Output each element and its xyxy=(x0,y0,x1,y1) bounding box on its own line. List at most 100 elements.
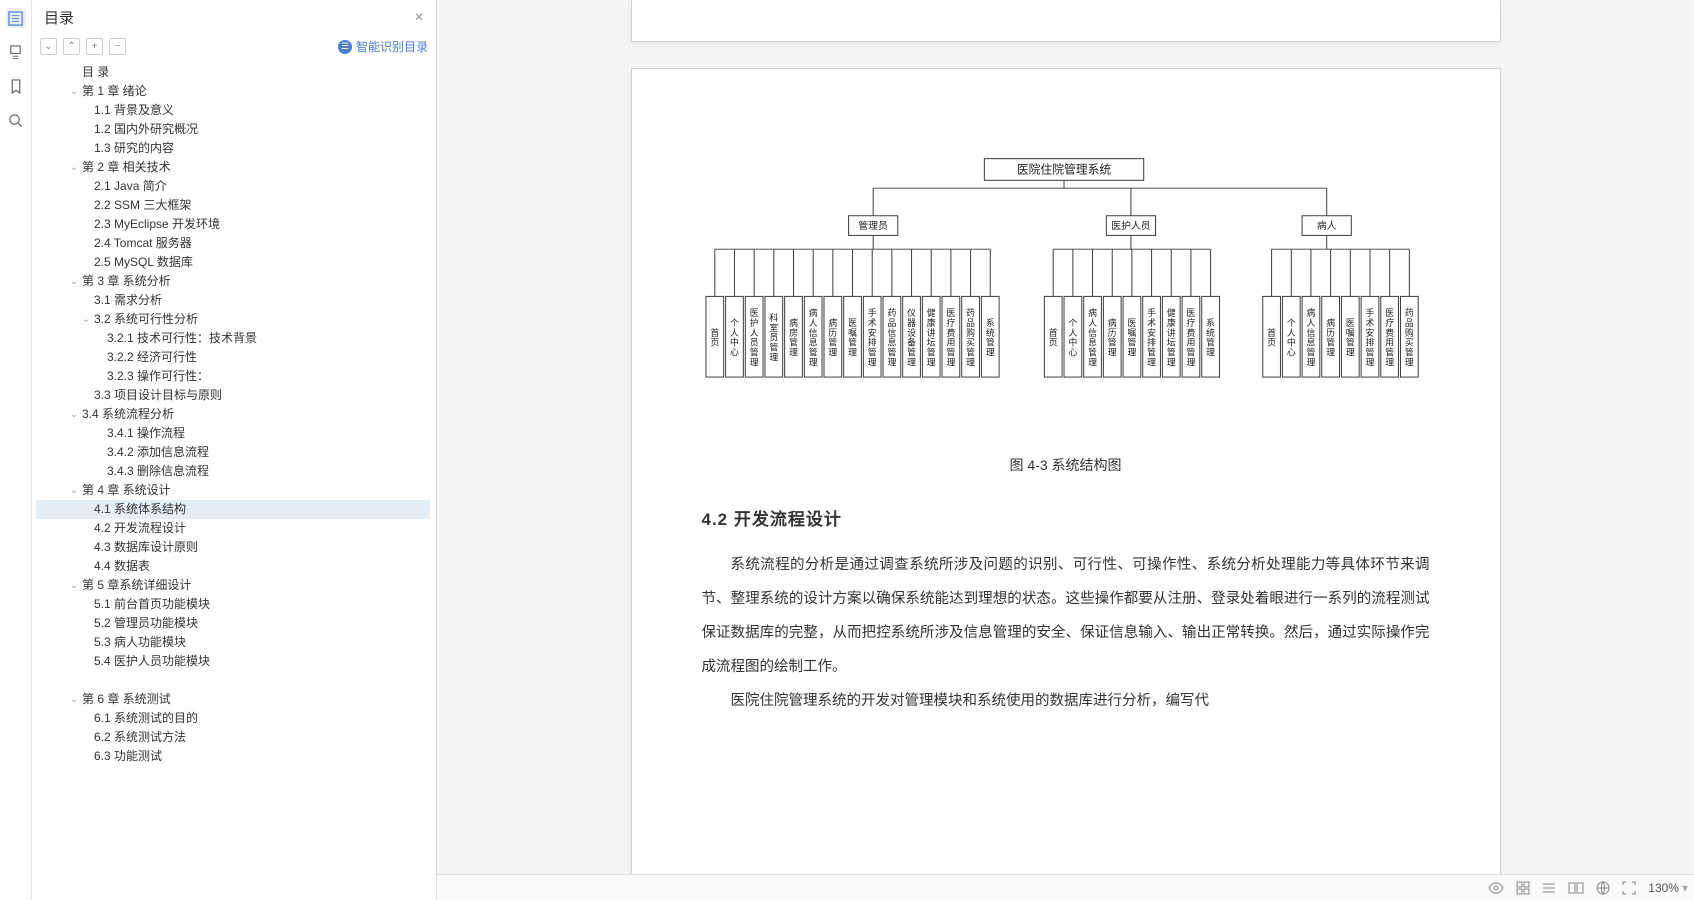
chevron-down-icon[interactable]: ⌄ xyxy=(66,273,82,290)
toc-item[interactable]: 1.2 国内外研究概况 xyxy=(36,120,430,139)
svg-text:理: 理 xyxy=(946,357,955,367)
toc-item[interactable]: ⌄第 2 章 相关技术 xyxy=(36,158,430,177)
toc-item[interactable]: 2.3 MyEclipse 开发环境 xyxy=(36,215,430,234)
toc-item-label: 3.3 项目设计目标与原则 xyxy=(94,385,222,405)
bookmark-icon[interactable] xyxy=(6,76,26,96)
toc-item-label: 第 6 章 系统测试 xyxy=(82,689,171,709)
svg-text:人: 人 xyxy=(808,318,817,328)
toc-item[interactable]: 4.1 系统体系结构 xyxy=(36,500,430,519)
sidebar-header: 目录 ✕ xyxy=(32,0,436,34)
chevron-down-icon[interactable]: ⌄ xyxy=(66,691,82,708)
toc-item[interactable]: 3.1 需求分析 xyxy=(36,291,430,310)
chevron-down-icon[interactable]: ⌄ xyxy=(66,406,82,423)
toc-item[interactable]: ⌄第 5 章系统详细设计 xyxy=(36,576,430,595)
toc-item[interactable]: 目 录 xyxy=(36,63,430,82)
toc-item[interactable]: 2.2 SSM 三大框架 xyxy=(36,196,430,215)
svg-text:买: 买 xyxy=(1404,338,1413,348)
toc-item[interactable]: 3.2.1 技术可行性：技术背景 xyxy=(36,329,430,348)
svg-text:嘱: 嘱 xyxy=(1345,328,1354,338)
svg-text:首: 首 xyxy=(1267,327,1276,338)
bookmark-list-icon[interactable] xyxy=(6,42,26,62)
chevron-down-icon[interactable]: ⌄ xyxy=(66,482,82,499)
svg-text:设: 设 xyxy=(907,328,916,338)
toc-item[interactable]: 2.4 Tomcat 服务器 xyxy=(36,234,430,253)
toc-item[interactable]: 3.2.2 经济可行性 xyxy=(36,348,430,367)
web-icon[interactable] xyxy=(1596,881,1610,895)
toc-item[interactable]: 3.4.3 删除信息流程 xyxy=(36,462,430,481)
toc-item[interactable]: 6.3 功能测试 xyxy=(36,747,430,766)
svg-text:系: 系 xyxy=(1206,318,1215,328)
svg-text:息: 息 xyxy=(887,337,896,348)
svg-text:管: 管 xyxy=(946,346,955,357)
svg-text:管: 管 xyxy=(1206,337,1215,348)
toc-item[interactable]: 5.2 管理员功能模块 xyxy=(36,614,430,633)
toc-item[interactable]: 5.1 前台首页功能模块 xyxy=(36,595,430,614)
toc-item[interactable]: 3.3 项目设计目标与原则 xyxy=(36,386,430,405)
eye-icon[interactable] xyxy=(1488,882,1504,894)
focus-icon[interactable] xyxy=(1622,881,1636,895)
outline-icon[interactable] xyxy=(6,8,26,28)
toc-item[interactable]: 3.4.1 操作流程 xyxy=(36,424,430,443)
promote-button[interactable]: + xyxy=(86,38,103,55)
svg-text:历: 历 xyxy=(828,328,837,338)
toc-item-label: 2.2 SSM 三大框架 xyxy=(94,195,191,215)
toc-item[interactable]: ⌄第 1 章 绪论 xyxy=(36,82,430,101)
toc-item[interactable]: 5.4 医护人员功能模块 xyxy=(36,652,430,671)
svg-text:理: 理 xyxy=(789,347,798,357)
expand-all-button[interactable]: ⌃ xyxy=(63,38,80,55)
toc-item[interactable] xyxy=(36,671,430,690)
svg-text:人: 人 xyxy=(730,328,739,338)
toc-scroll[interactable]: 目 录⌄第 1 章 绪论1.1 背景及意义1.2 国内外研究概况1.3 研究的内… xyxy=(32,61,436,900)
list-view-icon[interactable] xyxy=(1542,881,1556,895)
chevron-down-icon[interactable]: ⌄ xyxy=(66,577,82,594)
toc-item[interactable]: ⌄第 3 章 系统分析 xyxy=(36,272,430,291)
svg-text:信: 信 xyxy=(808,327,817,338)
toc-item[interactable]: 1.3 研究的内容 xyxy=(36,139,430,158)
toc-item[interactable]: 2.1 Java 简介 xyxy=(36,177,430,196)
toc-item-label: 3.2.2 经济可行性 xyxy=(107,347,197,367)
book-view-icon[interactable] xyxy=(1568,881,1584,895)
svg-text:个: 个 xyxy=(730,318,739,328)
app: 目录 ✕ ⌄ ⌃ + − ☰ 智能识别目录 目 录⌄第 1 章 绪论1.1 背景… xyxy=(0,0,1694,900)
smart-recognize-link[interactable]: ☰ 智能识别目录 xyxy=(338,38,428,55)
demote-button[interactable]: − xyxy=(109,38,126,55)
svg-text:管: 管 xyxy=(1345,337,1354,348)
svg-text:医: 医 xyxy=(1186,308,1195,318)
svg-text:个: 个 xyxy=(1068,318,1077,328)
svg-text:理: 理 xyxy=(749,357,758,367)
toc-item[interactable]: 3.4.2 添加信息流程 xyxy=(36,443,430,462)
svg-text:管: 管 xyxy=(907,346,916,357)
chevron-down-icon[interactable]: ⌄ xyxy=(78,311,94,328)
svg-text:病: 病 xyxy=(1306,307,1315,318)
svg-text:购: 购 xyxy=(1404,327,1413,338)
toc-item[interactable]: 1.1 背景及意义 xyxy=(36,101,430,120)
svg-text:理: 理 xyxy=(867,357,876,367)
toc-item[interactable]: 5.3 病人功能模块 xyxy=(36,633,430,652)
toc-item[interactable]: 4.3 数据库设计原则 xyxy=(36,538,430,557)
svg-text:健: 健 xyxy=(926,308,935,318)
toc-item[interactable]: ⌄第 6 章 系统测试 xyxy=(36,690,430,709)
svg-text:病: 病 xyxy=(1326,317,1335,328)
toc-item[interactable]: 2.5 MySQL 数据库 xyxy=(36,253,430,272)
toc-item[interactable]: 4.4 数据表 xyxy=(36,557,430,576)
toc-item-label: 第 2 章 相关技术 xyxy=(82,157,171,177)
toc-item[interactable]: 3.2.3 操作可行性： xyxy=(36,367,430,386)
toc-item[interactable]: 6.1 系统测试的目的 xyxy=(36,709,430,728)
collapse-all-button[interactable]: ⌄ xyxy=(40,38,57,55)
grid-icon[interactable] xyxy=(1516,881,1530,895)
toc-item-label: 第 4 章 系统设计 xyxy=(82,480,171,500)
close-icon[interactable]: ✕ xyxy=(414,10,424,24)
toc-item[interactable]: 6.2 系统测试方法 xyxy=(36,728,430,747)
toc-item[interactable]: 4.2 开发流程设计 xyxy=(36,519,430,538)
svg-text:理: 理 xyxy=(1404,357,1413,367)
svg-text:安: 安 xyxy=(867,327,876,338)
chevron-down-icon[interactable]: ⌄ xyxy=(66,159,82,176)
search-icon[interactable] xyxy=(6,110,26,130)
document-scroll[interactable]: 医院住院管理系统管理员首页个人中心医护人员管理科室员管理病房管理病人信息管理病历… xyxy=(437,0,1694,900)
zoom-control[interactable]: 130% ▾ xyxy=(1648,881,1688,895)
toc-item[interactable]: ⌄3.4 系统流程分析 xyxy=(36,405,430,424)
chevron-down-icon[interactable]: ⌄ xyxy=(66,83,82,100)
svg-text:理: 理 xyxy=(887,357,896,367)
toc-item[interactable]: ⌄第 4 章 系统设计 xyxy=(36,481,430,500)
toc-item[interactable]: ⌄3.2 系统可行性分析 xyxy=(36,310,430,329)
